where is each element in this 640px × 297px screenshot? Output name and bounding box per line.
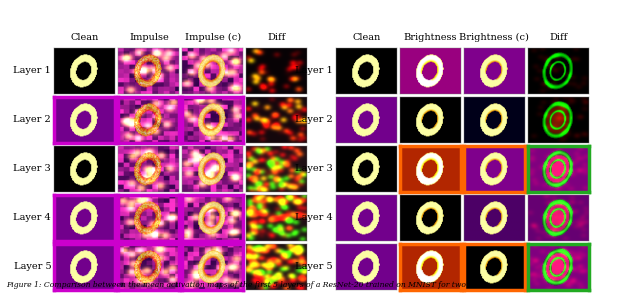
Text: Layer 3: Layer 3	[295, 164, 333, 173]
Text: Layer 5: Layer 5	[295, 262, 333, 271]
Text: Clean: Clean	[70, 33, 99, 42]
Text: Layer 1: Layer 1	[13, 66, 51, 75]
Text: Impulse: Impulse	[129, 33, 169, 42]
Text: Brightness: Brightness	[404, 33, 457, 42]
Text: Layer 2: Layer 2	[13, 115, 51, 124]
Text: Clean: Clean	[352, 33, 381, 42]
Text: Brightness (c): Brightness (c)	[460, 32, 529, 42]
Text: Layer 2: Layer 2	[295, 115, 333, 124]
Text: Diff: Diff	[549, 33, 568, 42]
Text: Layer 3: Layer 3	[13, 164, 51, 173]
Text: Layer 4: Layer 4	[295, 213, 333, 222]
Text: Figure 1: Comparison between the mean activation maps of the first 5 layers of a: Figure 1: Comparison between the mean ac…	[6, 281, 467, 289]
Text: Layer 5: Layer 5	[13, 262, 51, 271]
Text: Layer 4: Layer 4	[13, 213, 51, 222]
Text: Diff: Diff	[268, 33, 286, 42]
Text: Impulse (c): Impulse (c)	[185, 32, 241, 42]
Text: Layer 1: Layer 1	[295, 66, 333, 75]
